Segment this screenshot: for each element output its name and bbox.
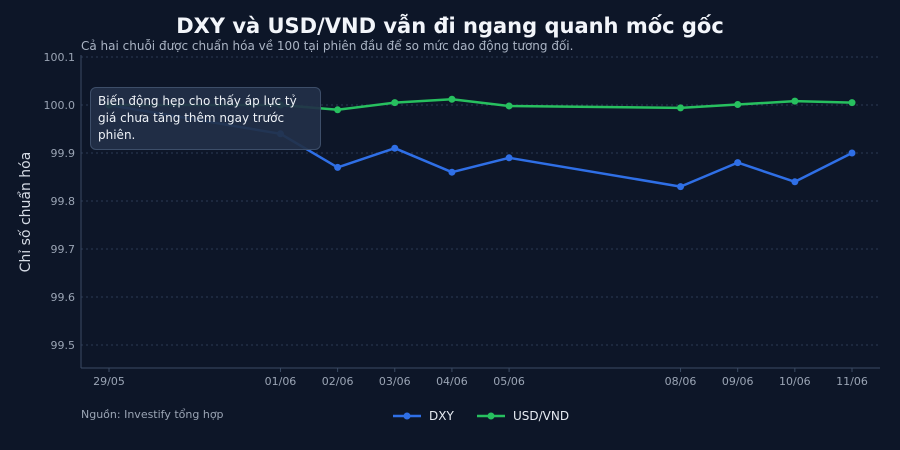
data-point (791, 178, 799, 186)
x-tick-label: 29/05 (93, 375, 125, 388)
source-note: Nguồn: Investify tổng hợp (81, 408, 224, 421)
legend-label: DXY (429, 409, 454, 423)
chart-subtitle: Cả hai chuỗi được chuẩn hóa về 100 tại p… (81, 39, 574, 53)
x-tick-label: 05/06 (493, 375, 525, 388)
x-tick-label: 11/06 (836, 375, 868, 388)
x-tick-label: 02/06 (322, 375, 354, 388)
x-tick-labels: 29/05 01/06 02/06 03/06 04/06 05/06 08/06 09/06… (93, 368, 868, 388)
data-point (505, 102, 513, 110)
legend-swatch-marker (403, 412, 411, 420)
legend-label: USD/VND (513, 409, 569, 423)
data-point (448, 168, 456, 176)
data-point (677, 183, 685, 191)
y-tick-label: 100.1 (44, 51, 76, 64)
x-tick-label: 04/06 (436, 375, 468, 388)
x-tick-label: 10/06 (779, 375, 811, 388)
series-line-dxy (108, 103, 853, 188)
axes (80, 55, 880, 369)
annotation-box: Biến động hẹp cho thấy áp lực tỷ giá chư… (90, 87, 321, 150)
data-point (334, 106, 342, 114)
data-point (448, 95, 456, 103)
data-point (791, 97, 799, 105)
data-point (848, 99, 856, 107)
y-axis-label: Chỉ số chuẩn hóa (18, 151, 34, 273)
x-tick-label: 08/06 (665, 375, 697, 388)
y-tick-label: 100.0 (44, 99, 76, 112)
chart-title: DXY và USD/VND vẫn đi ngang quanh mốc gố… (176, 14, 724, 38)
data-point (391, 99, 399, 107)
legend-swatch-marker (487, 412, 495, 420)
x-tick-label: 01/06 (265, 375, 297, 388)
data-point (848, 149, 856, 157)
y-tick-label: 99.6 (51, 291, 76, 304)
y-tick-label: 99.7 (51, 243, 76, 256)
x-tick-label: 03/06 (379, 375, 411, 388)
data-point (391, 144, 399, 152)
y-tick-label: 99.8 (51, 195, 76, 208)
data-point (677, 104, 685, 112)
data-point (334, 163, 342, 171)
legend: DXY USD/VND (393, 409, 569, 423)
y-tick-labels: 99.5 99.6 99.7 99.8 99.9 100.0 100.1 (44, 51, 76, 352)
data-point (734, 159, 742, 167)
data-point (734, 101, 742, 109)
y-tick-label: 99.5 (51, 339, 76, 352)
y-tick-label: 99.9 (51, 147, 76, 160)
x-tick-label: 09/06 (722, 375, 754, 388)
data-point (505, 154, 513, 162)
